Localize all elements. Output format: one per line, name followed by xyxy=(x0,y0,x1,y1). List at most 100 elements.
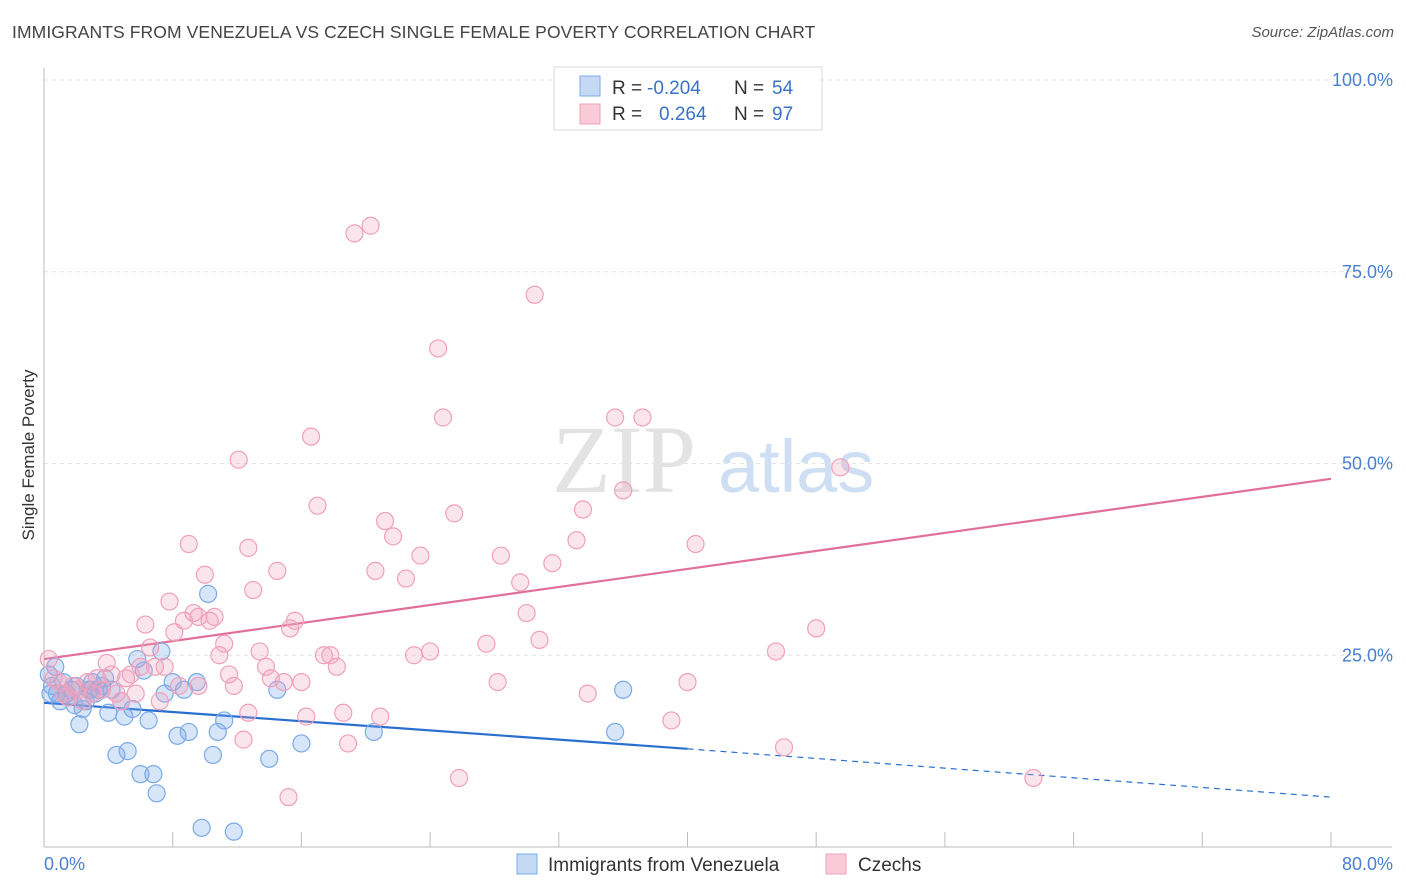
czechs-point xyxy=(517,603,536,623)
y-tick-label: 50.0% xyxy=(1342,454,1393,474)
legend-n-value-1: 54 xyxy=(772,78,794,99)
czechs-point xyxy=(301,427,321,446)
czechs-point xyxy=(477,634,496,653)
czechs-point xyxy=(375,511,395,531)
czechs-point xyxy=(807,619,826,638)
y-tick-label: 25.0% xyxy=(1342,645,1393,665)
czechs-point xyxy=(205,607,224,627)
czechs-point xyxy=(433,408,453,427)
czechs-point xyxy=(279,788,298,807)
czechs-point xyxy=(239,703,258,722)
czechs-point xyxy=(170,676,189,696)
czechs-point xyxy=(49,672,68,692)
venezuela-point xyxy=(192,818,211,837)
y-axis-label: Single Female Poverty xyxy=(19,369,38,541)
czechs-point xyxy=(268,561,287,580)
venezuela-point xyxy=(203,745,223,765)
venezuela-point xyxy=(118,742,137,761)
venezuela-point xyxy=(614,680,633,699)
czechs-point xyxy=(155,657,174,676)
legend-r-label-2: R = xyxy=(612,104,642,125)
legend-r-label-1: R = xyxy=(612,78,642,99)
czechs-point xyxy=(633,408,652,427)
czechs-point xyxy=(102,665,121,684)
czechs-point xyxy=(189,607,208,627)
czechs-point xyxy=(567,531,586,550)
czechs-point xyxy=(285,611,305,630)
czechs-point xyxy=(421,642,440,661)
czechs-trend-line xyxy=(43,477,1332,661)
czechs-point xyxy=(662,711,681,730)
czechs-point xyxy=(338,734,358,753)
venezuela-point xyxy=(168,726,187,745)
venezuela-point xyxy=(107,745,126,765)
legend-r-value-2: 0.264 xyxy=(659,104,707,125)
czechs-point xyxy=(449,768,469,788)
czechs-point xyxy=(366,561,385,580)
venezuela-point xyxy=(364,722,383,742)
y-tick-label: 75.0% xyxy=(1342,262,1393,282)
czechs-point xyxy=(334,703,353,722)
bottom-legend-venezuela: Immigrants from Venezuela xyxy=(548,855,780,876)
czechs-point xyxy=(361,216,380,235)
venezuela-point xyxy=(70,715,89,734)
czechs-point xyxy=(73,692,92,711)
czechs-point xyxy=(488,672,507,692)
czechs-point xyxy=(274,672,293,692)
czechs-point xyxy=(234,730,253,749)
venezuela-point xyxy=(147,784,166,803)
bottom-legend: Immigrants from Venezuela Czechs xyxy=(516,853,921,876)
czechs-point xyxy=(126,684,145,703)
czechs-point xyxy=(160,592,179,611)
czechs-point xyxy=(429,339,448,358)
czechs-point xyxy=(606,408,625,427)
czechs-point xyxy=(250,642,269,661)
venezuela-point xyxy=(224,822,243,841)
czechs-point xyxy=(766,642,786,661)
czechs-point xyxy=(121,665,140,684)
venezuela-point xyxy=(292,734,311,753)
legend-n-label-1: N = xyxy=(734,78,764,99)
x-tick-label-min: 0.0% xyxy=(44,854,85,874)
venezuela-trend-extension xyxy=(687,748,1332,798)
czechs-point xyxy=(686,534,705,554)
venezuela-point xyxy=(215,711,234,730)
czechs-point xyxy=(189,676,208,696)
czechs-point xyxy=(678,672,697,692)
czechs-point xyxy=(573,500,593,519)
czechs-point xyxy=(371,707,390,726)
czechs-point xyxy=(511,573,530,592)
czechs-point xyxy=(314,646,334,665)
czechs-point xyxy=(219,665,239,684)
czechs-point xyxy=(87,669,107,688)
czechs-point xyxy=(136,615,155,634)
czechs-point xyxy=(831,458,850,477)
x-tick-label-max: 80.0% xyxy=(1342,854,1393,874)
venezuela-point xyxy=(260,749,279,768)
watermark-atlas: atlas xyxy=(718,425,874,508)
czechs-point xyxy=(141,638,160,657)
legend-n-value-2: 97 xyxy=(772,104,793,125)
czechs-point xyxy=(224,676,243,696)
czechs-point xyxy=(1024,768,1043,788)
czechs-point xyxy=(578,684,597,703)
czechs-point xyxy=(174,611,194,630)
czechs-point xyxy=(321,646,340,665)
czechs-point xyxy=(543,554,562,573)
legend-r-value-1: -0.204 xyxy=(647,78,701,99)
venezuela-point xyxy=(606,722,625,742)
czechs-point xyxy=(59,688,78,707)
czechs-point xyxy=(68,680,87,699)
chart-title: IMMIGRANTS FROM VENEZUELA VS CZECH SINGL… xyxy=(12,22,816,42)
czechs-point xyxy=(774,738,794,757)
czechs-point xyxy=(396,569,416,588)
top-legend: R = -0.204 N = 54 R = 0.264 N = 97 xyxy=(553,66,823,131)
venezuela-point xyxy=(139,711,158,730)
venezuela-point xyxy=(179,722,198,742)
czechs-point xyxy=(39,649,58,669)
czechs-point xyxy=(525,285,544,304)
venezuela-point xyxy=(198,584,218,603)
czechs-point xyxy=(308,496,327,515)
czechs-point xyxy=(229,450,248,469)
